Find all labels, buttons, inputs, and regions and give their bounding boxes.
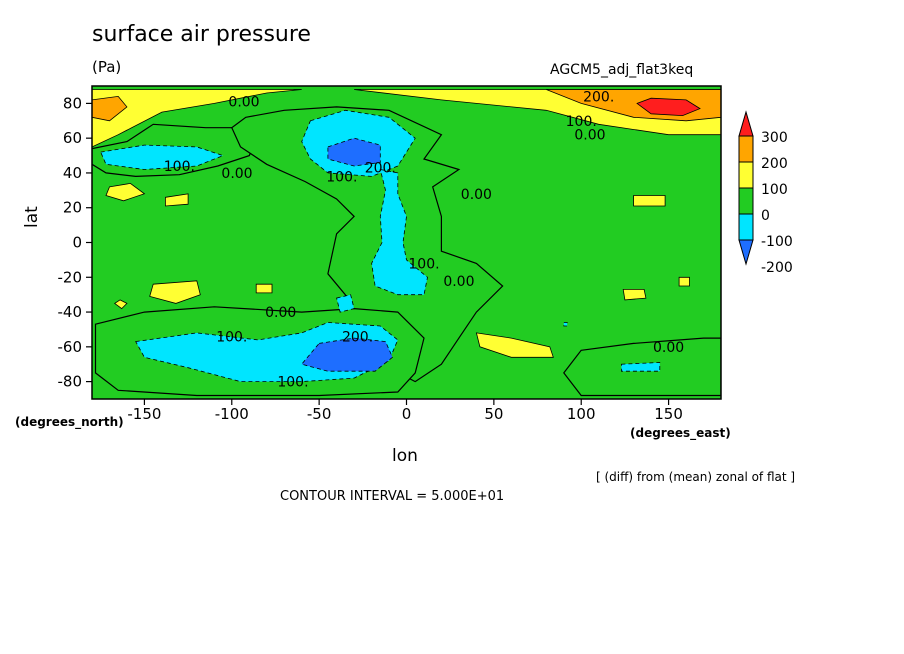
contour-region-16	[164, 193, 189, 207]
colorbar-label-2: 100	[761, 182, 788, 198]
contour-region-13	[300, 337, 393, 372]
x-tick-label-1: -100	[215, 405, 249, 423]
contour-label-4: 100.	[164, 159, 195, 175]
x-tick-label-3: 0	[402, 405, 412, 423]
contour-region-17	[149, 280, 201, 304]
contour-label-10: 0.00	[443, 274, 474, 290]
contour-label-13: 200.	[342, 329, 373, 345]
contour-region-6	[231, 106, 504, 383]
contour-region-0	[92, 89, 302, 148]
units-label: (Pa)	[92, 58, 122, 76]
run-name: AGCM5_adj_flat3keq	[550, 62, 694, 78]
contour-label-7: 200.	[365, 161, 396, 177]
y-tick-label-2: 40	[63, 164, 82, 182]
contour-region-25	[621, 362, 661, 372]
contour-label-5: 0.00	[221, 166, 252, 182]
colorbar-swatch-2	[738, 187, 754, 215]
colorbar-label-3: 0	[761, 208, 770, 224]
x-tick-label-6: 150	[654, 405, 683, 423]
contour-region-1	[92, 95, 128, 122]
contour-region-4	[636, 97, 701, 117]
contour-region-11	[371, 168, 428, 296]
x-tick-label-5: 100	[567, 405, 596, 423]
contour-label-0: 0.00	[228, 95, 259, 111]
x-axis-unit: (degrees_east)	[630, 426, 731, 440]
contour-region-18	[255, 283, 273, 294]
colorbar: 300 200 100 0 -100 -200	[738, 110, 793, 276]
contour-region-15	[105, 182, 146, 202]
contour-region-24	[336, 294, 355, 313]
contour-label-14: 0.00	[653, 340, 684, 356]
contour-label-11: 0.00	[265, 305, 296, 321]
contour-label-1: 200.	[583, 89, 614, 105]
x-axis: -150 -100 -50 0 50 100 150	[127, 399, 683, 423]
y-tick-label-8: -80	[58, 373, 83, 391]
contour-region-26	[563, 322, 568, 327]
contour-label-15: 100.	[277, 375, 308, 391]
y-axis-title: lat	[22, 206, 42, 228]
contour-label-2: 100.	[566, 114, 597, 130]
contour-region-22	[622, 288, 647, 301]
contour-region-14	[327, 137, 381, 167]
colorbar-swatch-1	[738, 161, 754, 189]
colorbar-label-5: -200	[761, 260, 793, 276]
colorbar-label-1: 200	[761, 156, 788, 172]
x-tick-label-2: -50	[307, 405, 332, 423]
x-axis-title: lon	[392, 446, 418, 466]
y-tick-label-6: -40	[58, 303, 83, 321]
y-tick-label-3: 20	[63, 199, 82, 217]
colorbar-arrow-bottom	[738, 239, 754, 266]
contour-label-8: 0.00	[461, 187, 492, 203]
y-tick-label-4: 0	[72, 234, 82, 252]
x-tick-label-0: -150	[127, 405, 161, 423]
y-tick-label-7: -60	[58, 338, 83, 356]
colorbar-label-4: -100	[761, 234, 793, 250]
contour-region-21	[475, 332, 554, 358]
y-axis-unit: (degrees_north)	[15, 415, 124, 429]
contour-label-3: 0.00	[574, 128, 605, 144]
y-tick-label-5: -20	[58, 268, 83, 286]
y-axis: 80 60 40 20 0 -20 -40 -60 -80	[58, 94, 92, 391]
colorbar-arrow-top	[738, 110, 754, 137]
contour-region-9	[100, 144, 225, 170]
contour-label-6: 100.	[326, 169, 357, 185]
chart-title: surface air pressure	[92, 22, 311, 47]
contour-label-12: 100.	[216, 329, 247, 345]
colorbar-swatch-3	[738, 213, 754, 241]
colorbar-label-0: 300	[761, 130, 788, 146]
contour-region-19	[114, 299, 128, 310]
diff-note: [ (diff) from (mean) zonal of flat ]	[596, 470, 796, 484]
y-tick-label-1: 60	[63, 129, 82, 147]
colorbar-swatch-0	[738, 135, 754, 163]
contour-interval: CONTOUR INTERVAL = 5.000E+01	[280, 489, 505, 504]
contour-region-20	[633, 195, 666, 207]
contour-region-23	[678, 276, 690, 287]
x-tick-label-4: 50	[484, 405, 503, 423]
y-tick-label-0: 80	[63, 94, 82, 112]
contour-label-9: 100.	[408, 256, 439, 272]
contour-fills	[92, 86, 721, 399]
